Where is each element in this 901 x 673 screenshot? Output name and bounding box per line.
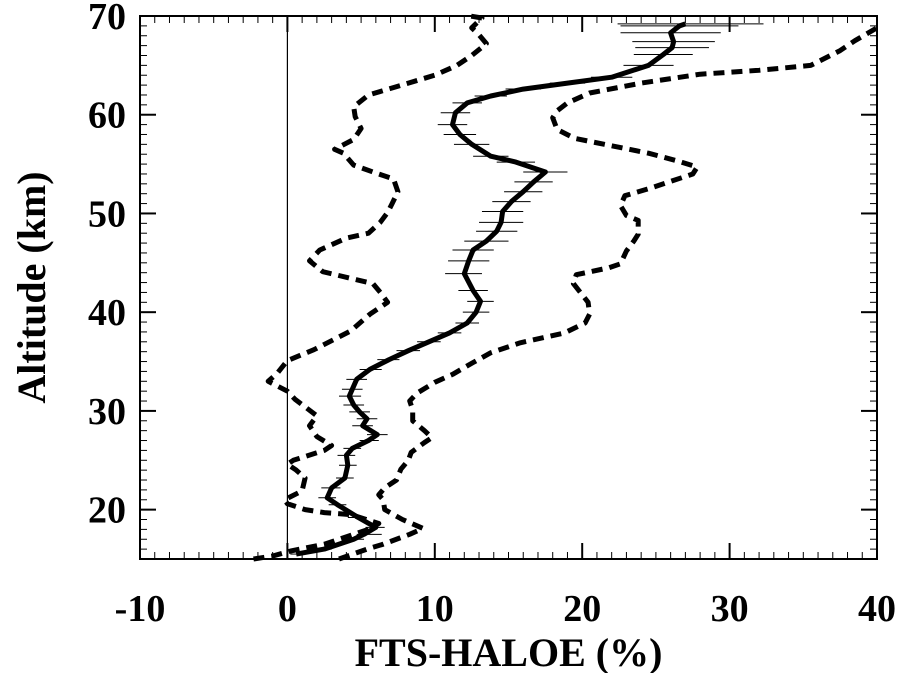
y-tick-label: 30 xyxy=(88,391,126,433)
y-axis-title: Altitude (km) xyxy=(9,171,54,403)
mean-difference-line xyxy=(295,21,687,557)
y-tick-label: 40 xyxy=(88,292,126,334)
series-layer xyxy=(253,13,879,562)
x-tick-label: 0 xyxy=(278,588,297,630)
tick-labels: -10 0 10 20 30 40 20 30 40 50 60 70 xyxy=(88,0,896,630)
x-tick-label: 10 xyxy=(416,588,454,630)
x-tick-label: -10 xyxy=(115,588,166,630)
y-tick-label: 20 xyxy=(88,490,126,532)
y-tick-label: 70 xyxy=(88,0,126,38)
x-tick-label: 20 xyxy=(563,588,601,630)
x-tick-label: 30 xyxy=(711,588,749,630)
axis-ticks xyxy=(139,15,878,560)
x-tick-label: 40 xyxy=(858,588,896,630)
bound-line-dashed xyxy=(338,25,879,562)
x-axis-title: FTS-HALOE (%) xyxy=(355,630,663,673)
bound-line-dashed xyxy=(253,13,489,562)
y-tick-label: 50 xyxy=(88,193,126,235)
plot-frame xyxy=(139,15,878,560)
y-tick-label: 60 xyxy=(88,95,126,137)
